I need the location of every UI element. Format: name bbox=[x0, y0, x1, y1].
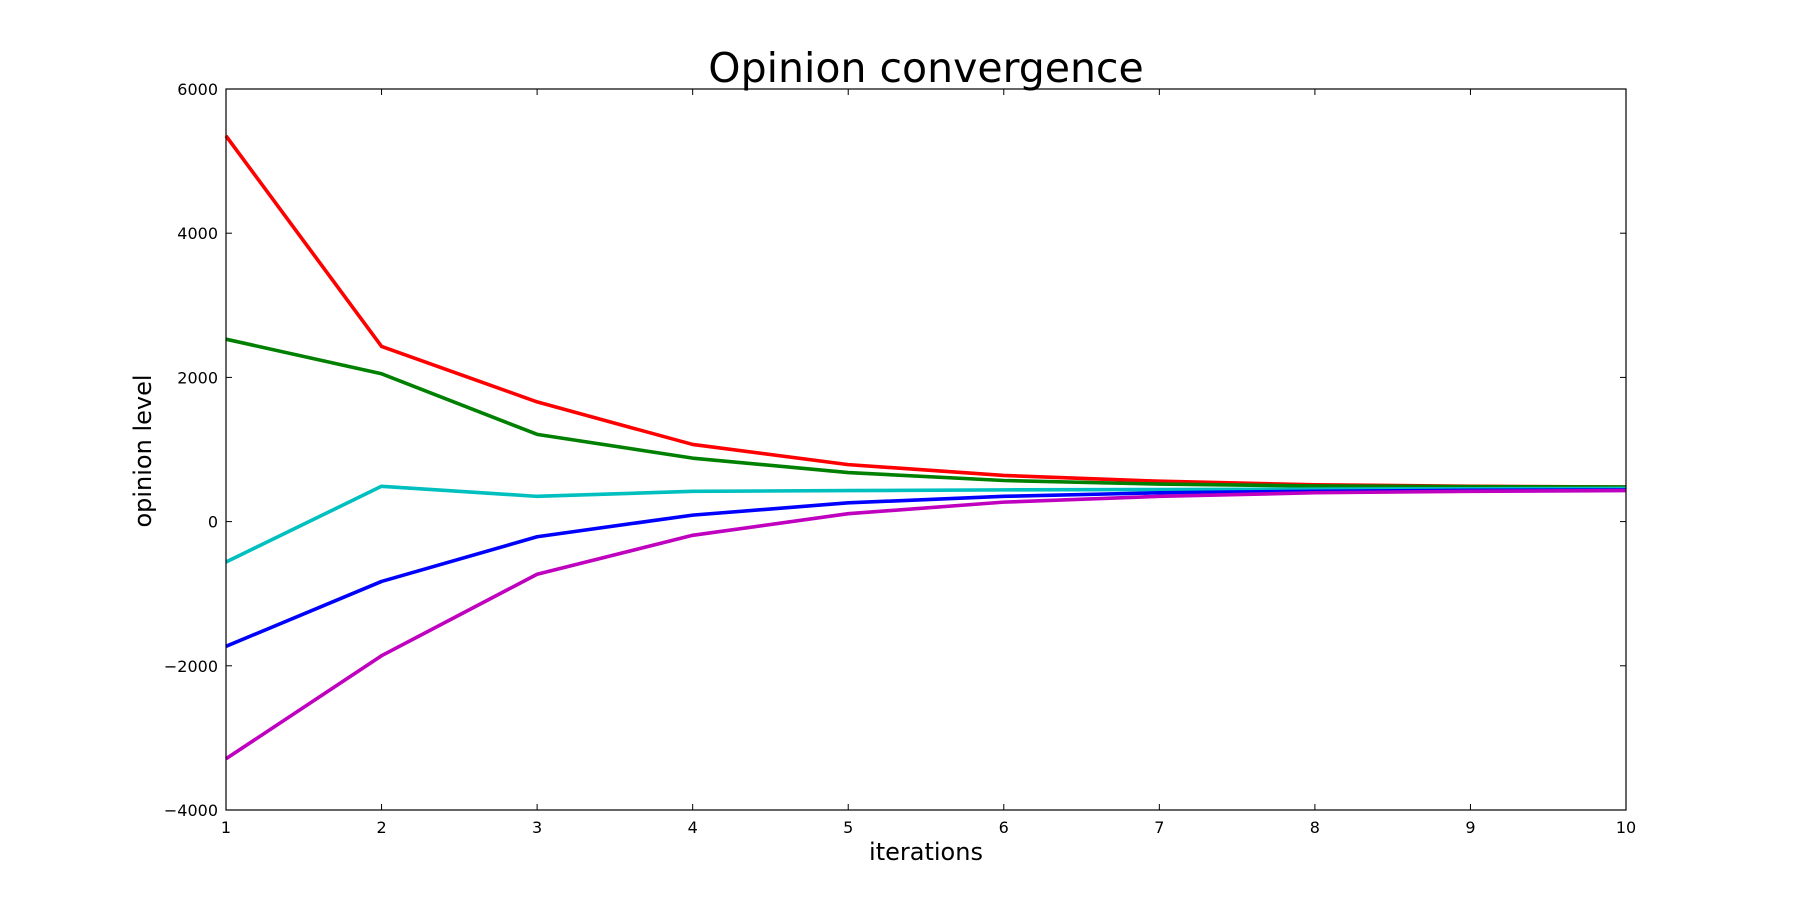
series-group bbox=[224, 134, 1627, 761]
x-tick-label: 2 bbox=[376, 818, 386, 837]
y-tick-label: −4000 bbox=[164, 801, 218, 820]
y-tick-label: 0 bbox=[208, 513, 218, 532]
y-tick-label: 4000 bbox=[177, 224, 218, 243]
x-tick-label: 10 bbox=[1616, 818, 1636, 837]
chart-title: Opinion convergence bbox=[708, 44, 1143, 92]
x-axis-label: iterations bbox=[869, 838, 983, 866]
x-tick-label: 7 bbox=[1154, 818, 1164, 837]
series-line-3 bbox=[225, 484, 1627, 564]
ticks-group: 1 2 3 4 5 6 7 8 9 10 −4000 −2000 0 2000 4000 6000 bbox=[164, 80, 1636, 837]
plot-frame bbox=[225, 88, 1627, 811]
y-tick-label: 2000 bbox=[177, 368, 218, 387]
x-tick-label: 5 bbox=[843, 818, 853, 837]
series-line-2 bbox=[225, 337, 1627, 489]
y-axis-label: opinion level bbox=[129, 374, 157, 527]
series-line-5 bbox=[225, 488, 1627, 761]
x-tick-label: 3 bbox=[532, 818, 542, 837]
y-tick-label: 6000 bbox=[177, 80, 218, 99]
x-tick-label: 1 bbox=[221, 818, 231, 837]
x-tick-label: 6 bbox=[999, 818, 1009, 837]
x-tick-label: 8 bbox=[1310, 818, 1320, 837]
x-tick-label: 9 bbox=[1465, 818, 1475, 837]
x-tick-label: 4 bbox=[688, 818, 698, 837]
y-tick-label: −2000 bbox=[164, 657, 218, 676]
